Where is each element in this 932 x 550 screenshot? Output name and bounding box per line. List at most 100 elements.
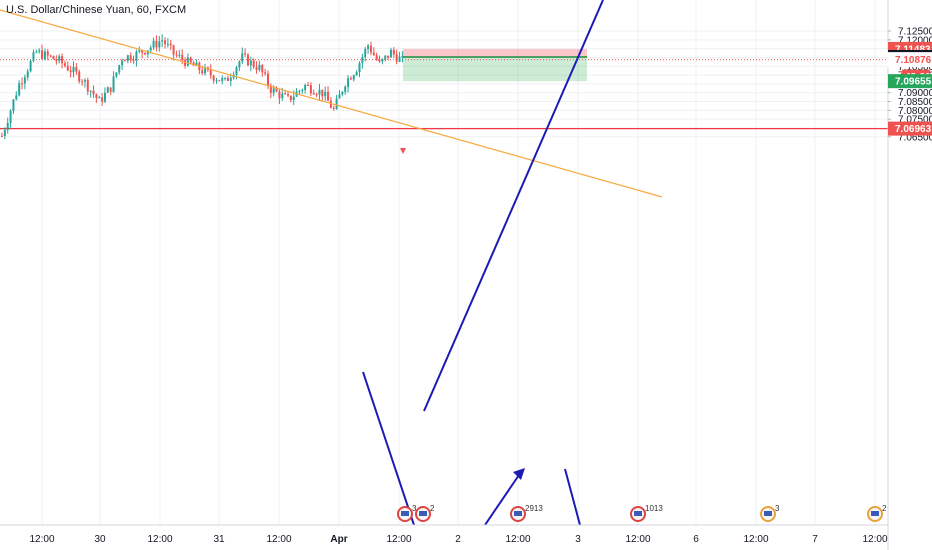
candle-body bbox=[292, 96, 295, 101]
candle-body bbox=[364, 49, 367, 57]
candle-body bbox=[381, 58, 384, 62]
candle-body bbox=[158, 41, 161, 48]
position-zones[interactable] bbox=[0, 48, 888, 130]
projection-line bbox=[484, 471, 522, 526]
candle-body bbox=[3, 129, 6, 136]
time-tick-label: 12:00 bbox=[147, 534, 172, 545]
candle-body bbox=[12, 99, 15, 111]
candle-body bbox=[15, 95, 18, 100]
candle-body bbox=[332, 107, 335, 109]
price-tick-label: 7.12000 bbox=[898, 35, 932, 46]
candle-body bbox=[149, 47, 152, 51]
candle-body bbox=[72, 67, 75, 73]
candle-body bbox=[289, 95, 292, 101]
candle-body bbox=[169, 43, 172, 46]
candle-body bbox=[398, 56, 401, 62]
time-tick-label: 12:00 bbox=[386, 534, 411, 545]
candle-body bbox=[18, 83, 21, 96]
candle-body bbox=[372, 52, 375, 56]
drawings[interactable] bbox=[0, 0, 663, 526]
candle-body bbox=[229, 77, 232, 81]
candle-body bbox=[344, 86, 347, 92]
candle-body bbox=[287, 94, 289, 96]
time-tick-label: 12:00 bbox=[29, 534, 54, 545]
price-tick-label: 7.07500 bbox=[898, 115, 932, 126]
arrow-head bbox=[513, 468, 525, 480]
time-tick-label: 7 bbox=[812, 534, 818, 545]
candle-body bbox=[284, 93, 287, 95]
time-tick-label: Apr bbox=[330, 534, 347, 545]
time-tick-label: 31 bbox=[213, 534, 225, 545]
candle-body bbox=[215, 80, 218, 82]
candle-body bbox=[315, 94, 318, 96]
candle-body bbox=[75, 67, 78, 72]
candle-body bbox=[244, 53, 247, 55]
candle-body bbox=[212, 75, 215, 81]
candle-body bbox=[209, 69, 212, 76]
candle-body bbox=[83, 79, 86, 82]
candle-body bbox=[329, 100, 332, 108]
candle-body bbox=[61, 56, 64, 64]
flag-icon bbox=[871, 511, 879, 516]
candle-body bbox=[395, 54, 398, 62]
candle-body bbox=[121, 60, 124, 66]
candle-body bbox=[335, 98, 338, 109]
price-axis[interactable]: 7.125007.120007.115007.110007.105007.100… bbox=[887, 0, 932, 550]
candle-body bbox=[255, 66, 258, 70]
candle-body bbox=[175, 54, 178, 56]
candle-body bbox=[241, 53, 244, 62]
candle-body bbox=[112, 76, 115, 92]
price-tag-label: 7.06963 bbox=[895, 124, 932, 135]
stop-loss-zone bbox=[403, 48, 587, 57]
price-tag-label: 7.11483 bbox=[895, 44, 931, 55]
candles bbox=[1, 34, 404, 140]
price-tag bbox=[888, 74, 932, 89]
candle-body bbox=[23, 77, 26, 84]
candle-body bbox=[367, 45, 370, 50]
candle-body bbox=[118, 65, 121, 73]
candle-body bbox=[266, 73, 269, 86]
candle-body bbox=[129, 55, 132, 61]
take-profit-zone bbox=[403, 56, 587, 82]
price-axis-bg bbox=[888, 0, 932, 550]
candle-body bbox=[272, 88, 275, 94]
candle-body bbox=[63, 63, 66, 66]
candle-body bbox=[318, 89, 321, 95]
candle-body bbox=[109, 87, 112, 92]
candle-body bbox=[281, 93, 284, 99]
candle-body bbox=[389, 49, 392, 58]
candle-body bbox=[204, 67, 207, 74]
candle-body bbox=[101, 97, 104, 102]
candle-body bbox=[235, 67, 238, 75]
time-tick-label: 3 bbox=[575, 534, 581, 545]
flag-icon bbox=[419, 511, 427, 516]
candle-body bbox=[115, 72, 118, 77]
event-markers[interactable]: 3 2 2913 1013 3 2 bbox=[397, 504, 887, 522]
candle-body bbox=[172, 45, 175, 55]
candle-body bbox=[186, 57, 189, 66]
projection-line bbox=[423, 0, 604, 412]
price-tick-label: 7.08500 bbox=[898, 97, 932, 108]
candle-body bbox=[55, 59, 58, 61]
candle-body bbox=[392, 49, 395, 55]
grid bbox=[0, 0, 888, 525]
candle-body bbox=[224, 77, 227, 79]
event-count: 2913 bbox=[525, 504, 543, 513]
candle-body bbox=[78, 71, 81, 82]
candle-body bbox=[166, 43, 169, 45]
candle-body bbox=[123, 60, 126, 62]
time-axis[interactable]: 12:00 30 12:00 31 12:00 Apr 12:00 2 12:00 3 12:00 6… bbox=[0, 524, 888, 545]
time-tick-label: 12:00 bbox=[505, 534, 530, 545]
time-tick-label: 30 bbox=[94, 534, 106, 545]
candle-body bbox=[66, 65, 69, 71]
candle-body bbox=[258, 64, 261, 70]
candle-body bbox=[46, 51, 49, 56]
candle-body bbox=[195, 62, 198, 66]
candle-body bbox=[324, 91, 327, 97]
candle-body bbox=[29, 60, 32, 72]
candle-body bbox=[26, 71, 29, 78]
candle-body bbox=[89, 90, 92, 92]
candle-body bbox=[261, 64, 264, 73]
price-tag bbox=[887, 52, 932, 68]
